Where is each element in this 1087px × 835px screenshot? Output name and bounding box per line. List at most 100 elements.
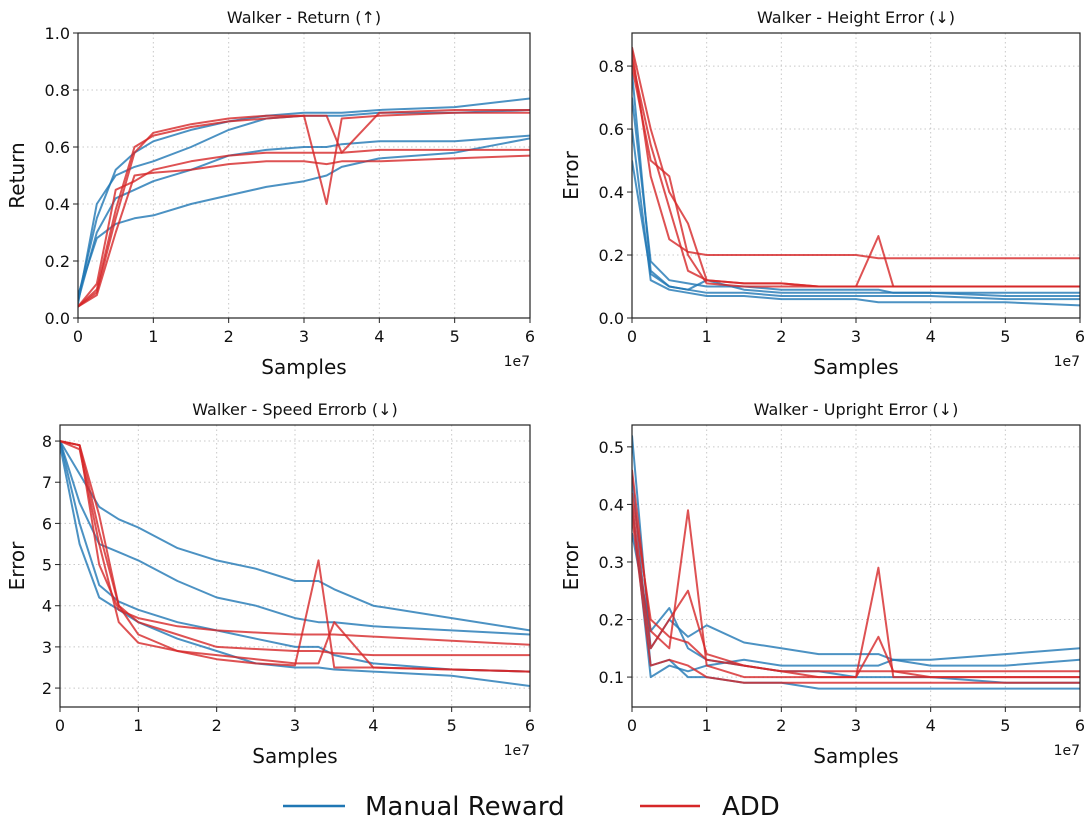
x-tick-label: 2 <box>212 716 222 735</box>
y-tick-label: 0.1 <box>599 668 624 687</box>
add-series-line <box>632 50 1080 260</box>
add-series-line <box>60 440 530 657</box>
y-tick-label: 0.8 <box>599 57 624 76</box>
axes-frame <box>631 424 1081 708</box>
add-series-line <box>632 515 1080 684</box>
y-tick-label: 0.6 <box>45 138 70 157</box>
x-axis-multiplier: 1e7 <box>504 354 530 370</box>
y-tick-label: 0.0 <box>599 309 624 328</box>
manual-reward-series-line <box>632 504 1080 679</box>
y-tick-label: 0.2 <box>599 246 624 265</box>
add-series-line <box>60 440 530 646</box>
y-axis-label: Error <box>559 541 583 591</box>
x-tick-label: 2 <box>776 327 786 346</box>
x-tick-label: 0 <box>627 716 637 735</box>
y-axis-label: Error <box>559 150 583 200</box>
x-axis-multiplier: 1e7 <box>504 743 530 759</box>
x-tick-label: 4 <box>926 327 936 346</box>
add-series-line <box>632 59 1080 288</box>
add-series-line <box>632 492 1080 673</box>
x-tick-label: 5 <box>447 716 457 735</box>
x-tick-label: 1 <box>702 716 712 735</box>
add-series-line <box>78 109 530 308</box>
legend-item: Manual Reward <box>283 792 565 822</box>
y-tick-label: 8 <box>42 432 52 451</box>
subplot-1: 0 1 2 3 4 5 6 0.0 0.2 0.4 0.6 0.8 1.0 Walker - Return… <box>5 8 535 379</box>
y-tick-label: 0.8 <box>45 81 70 100</box>
series-group <box>78 97 530 308</box>
x-tick-label: 2 <box>224 327 234 346</box>
add-series-line <box>78 111 530 308</box>
legend-label: ADD <box>722 792 780 822</box>
subplot-title: Walker - Height Error (↓) <box>757 8 955 27</box>
x-axis-multiplier: 1e7 <box>1054 743 1080 759</box>
x-axis-label: Samples <box>252 744 337 768</box>
y-tick-label: 0.3 <box>599 553 624 572</box>
add-series-line <box>78 148 530 308</box>
y-tick-label: 0.4 <box>599 495 624 514</box>
axes-frame <box>59 424 531 708</box>
legend-item: ADD <box>640 792 780 822</box>
manual-reward-series-line <box>632 475 1080 690</box>
x-tick-label: 2 <box>776 716 786 735</box>
subplot-title: Walker - Upright Error (↓) <box>754 400 959 419</box>
x-tick-label: 3 <box>851 327 861 346</box>
x-tick-label: 6 <box>1075 327 1085 346</box>
y-tick-label: 7 <box>42 473 52 492</box>
manual-reward-series-line <box>78 109 530 304</box>
x-tick-label: 5 <box>1000 327 1010 346</box>
x-tick-label: 0 <box>55 716 65 735</box>
subplot-3: 0 1 2 3 4 5 6 2 3 4 5 6 7 8 Walker - Speed Errorb (↓) S… <box>5 400 535 768</box>
y-tick-label: 0.5 <box>599 438 624 457</box>
y-tick-label: 0.2 <box>599 611 624 630</box>
y-tick-label: 0.4 <box>599 183 624 202</box>
series-group <box>632 435 1080 690</box>
x-tick-label: 3 <box>851 716 861 735</box>
legend: Manual Reward ADD <box>283 792 780 822</box>
y-tick-label: 1.0 <box>45 24 70 43</box>
x-tick-label: 3 <box>299 327 309 346</box>
manual-reward-series-line <box>60 440 530 673</box>
y-tick-label: 0.2 <box>45 252 70 271</box>
y-tick-label: 3 <box>42 638 52 657</box>
x-tick-label: 4 <box>926 716 936 735</box>
x-tick-label: 6 <box>525 716 535 735</box>
subplot-title: Walker - Return (↑) <box>227 8 381 27</box>
x-tick-label: 6 <box>1075 716 1085 735</box>
x-tick-label: 5 <box>1000 716 1010 735</box>
legend-label: Manual Reward <box>365 792 565 822</box>
axes-frame <box>77 32 531 319</box>
manual-reward-series-line <box>632 160 1080 297</box>
y-tick-label: 0.6 <box>599 120 624 139</box>
add-series-line <box>78 154 530 308</box>
x-tick-label: 0 <box>73 327 83 346</box>
x-axis-label: Samples <box>261 355 346 379</box>
x-tick-label: 1 <box>148 327 158 346</box>
add-series-line <box>632 504 1080 679</box>
series-group <box>60 440 530 687</box>
y-tick-label: 5 <box>42 556 52 575</box>
y-axis-label: Return <box>5 142 29 208</box>
x-tick-label: 6 <box>525 327 535 346</box>
subplot-title: Walker - Speed Errorb (↓) <box>192 400 397 419</box>
x-tick-label: 0 <box>627 327 637 346</box>
subplot-4: 0 1 2 3 4 5 6 0.1 0.2 0.3 0.4 0.5 Walker - Upright E… <box>559 400 1085 768</box>
x-axis-label: Samples <box>813 744 898 768</box>
x-tick-label: 1 <box>702 327 712 346</box>
x-axis-multiplier: 1e7 <box>1054 354 1080 370</box>
y-tick-label: 2 <box>42 679 52 698</box>
y-axis-label: Error <box>5 541 29 591</box>
add-series-line <box>60 440 530 673</box>
manual-reward-series-line <box>632 128 1080 307</box>
subplot-2: 0 1 2 3 4 5 6 0.0 0.2 0.4 0.6 0.8 Walker - Height Er… <box>559 8 1085 379</box>
x-tick-label: 3 <box>290 716 300 735</box>
series-group <box>632 46 1080 307</box>
add-series-line <box>60 440 530 673</box>
x-tick-label: 4 <box>368 716 378 735</box>
y-tick-label: 0.0 <box>45 309 70 328</box>
x-tick-label: 5 <box>450 327 460 346</box>
manual-reward-series-line <box>78 97 530 299</box>
y-tick-label: 4 <box>42 597 52 616</box>
x-tick-label: 1 <box>133 716 143 735</box>
